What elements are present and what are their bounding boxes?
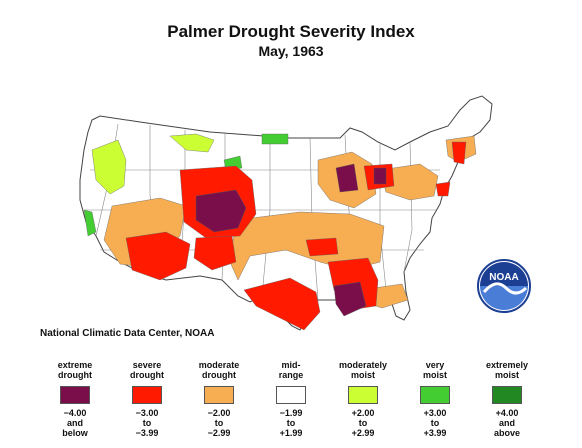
extreme-drought-michigan <box>373 167 387 185</box>
legend-item-moderate-drought: moderate drought −2.00 to −2.99 <box>184 358 254 438</box>
legend-item-extreme-drought: extreme drought −4.00 and below <box>40 358 110 438</box>
moderately-moist-idaho <box>169 133 215 153</box>
legend-label: extreme drought <box>57 360 93 380</box>
map-subtitle: May, 1963 <box>258 43 324 59</box>
severe-drought-new-york <box>451 141 467 165</box>
legend-swatch <box>204 386 234 404</box>
legend-range: +2.00 to +2.99 <box>351 408 375 438</box>
noaa-logo: NOAA <box>477 259 531 313</box>
moist-areas <box>83 133 289 237</box>
severe-drought-oklahoma <box>305 237 339 257</box>
legend: extreme drought −4.00 and below severe droug… <box>40 358 560 448</box>
extreme-drought-colorado-utah <box>195 189 247 233</box>
severe-drought-arizona <box>125 231 191 281</box>
legend-swatch <box>60 386 90 404</box>
credit-text: National Climatic Data Center, NOAA <box>40 328 215 339</box>
very-moist-california <box>83 209 97 237</box>
legend-item-severe-drought: severe drought −3.00 to −3.99 <box>112 358 182 438</box>
noaa-logo-text: NOAA <box>489 272 518 283</box>
legend-range: −4.00 and below <box>62 408 88 438</box>
legend-item-mid-range: mid-range −1.99 to +1.99 <box>256 358 326 438</box>
extreme-drought-areas <box>195 163 387 317</box>
map-title: Palmer Drought Severity Index <box>167 22 415 41</box>
moderately-moist-pacific-nw <box>91 139 127 195</box>
legend-range: +4.00 and above <box>493 408 520 438</box>
legend-swatch <box>132 386 162 404</box>
legend-range: +3.00 to +3.99 <box>423 408 447 438</box>
legend-item-very-moist: very moist +3.00 to +3.99 <box>400 358 470 438</box>
severe-drought-new-jersey <box>435 181 451 197</box>
legend-range: −1.99 to +1.99 <box>279 408 303 438</box>
legend-label: moderate drought <box>198 360 240 380</box>
legend-label: mid-range <box>278 360 304 380</box>
legend-range: −2.00 to −2.99 <box>207 408 231 438</box>
legend-range: −3.00 to −3.99 <box>135 408 159 438</box>
legend-swatch <box>492 386 522 404</box>
severe-drought-new-mexico <box>193 235 237 271</box>
legend-swatch <box>348 386 378 404</box>
legend-label: extremely moist <box>485 360 529 380</box>
legend-label: very moist <box>422 360 447 380</box>
moderate-drought-great-lakes <box>379 163 439 201</box>
legend-label: severe drought <box>130 360 164 380</box>
legend-item-moderately-moist: moderately moist +2.00 to +2.99 <box>328 358 398 438</box>
legend-swatch <box>420 386 450 404</box>
legend-swatch <box>276 386 306 404</box>
legend-item-extremely-moist: extremely moist +4.00 and above <box>472 358 542 438</box>
extreme-drought-louisiana-mississippi <box>333 281 367 317</box>
severe-drought-texas <box>243 277 321 331</box>
very-moist-dakota <box>261 133 289 145</box>
legend-label: moderately moist <box>338 360 388 380</box>
extreme-drought-wisconsin <box>335 163 359 193</box>
